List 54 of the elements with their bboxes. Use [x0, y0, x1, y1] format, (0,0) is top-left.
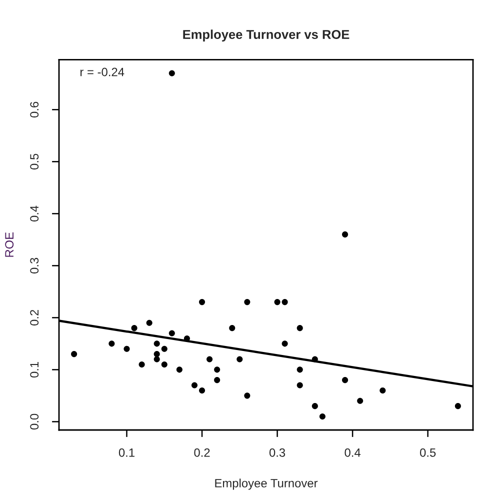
- y-tick-label: 0.3: [30, 258, 39, 274]
- point: [282, 340, 288, 347]
- x-tick-label: 0.3: [269, 448, 286, 457]
- point: [312, 356, 318, 362]
- point: [342, 377, 348, 384]
- point: [312, 403, 318, 410]
- x-axis-title: Employee Turnover: [215, 478, 318, 490]
- point: [168, 330, 175, 336]
- point: [319, 413, 326, 420]
- x-tick-label: 0.5: [420, 448, 436, 457]
- point: [124, 346, 130, 352]
- point: [176, 366, 182, 373]
- point: [198, 299, 206, 306]
- point: [214, 366, 220, 373]
- point: [154, 340, 160, 347]
- point: [161, 361, 168, 368]
- point: [198, 387, 206, 394]
- x-tick-label: 0.1: [118, 448, 134, 457]
- point: [191, 382, 198, 388]
- point: [236, 356, 243, 362]
- point: [357, 398, 364, 404]
- y-axis-title: ROE: [5, 232, 14, 257]
- y-tick-label: 0.1: [30, 362, 39, 378]
- annotation: r = -0.24: [80, 68, 124, 76]
- point: [296, 382, 303, 388]
- point: [154, 351, 160, 358]
- point: [206, 356, 213, 362]
- x-tick-label: 0.4: [344, 448, 361, 457]
- point: [454, 403, 461, 410]
- point: [108, 340, 115, 347]
- y-tick-label: 0.5: [30, 154, 39, 170]
- point: [154, 356, 160, 362]
- point: [282, 299, 288, 306]
- point: [131, 325, 138, 332]
- point: [380, 387, 386, 394]
- y-tick-label: 0.0: [30, 414, 39, 430]
- chart-title: Employee Turnover vs ROE: [183, 30, 350, 42]
- point: [229, 325, 236, 332]
- point: [244, 299, 250, 306]
- point: [342, 231, 348, 238]
- point: [214, 377, 220, 384]
- y-tick-label: 0.6: [30, 102, 39, 118]
- point: [296, 366, 303, 373]
- point: [244, 392, 250, 399]
- point: [71, 351, 78, 358]
- x-tick-label: 0.2: [194, 448, 210, 457]
- point: [138, 361, 145, 368]
- y-tick-label: 0.2: [30, 310, 39, 326]
- point: [296, 325, 303, 332]
- y-tick-label: 0.4: [30, 206, 39, 222]
- point: [146, 320, 152, 326]
- point: [168, 70, 175, 76]
- point: [274, 299, 280, 306]
- point: [161, 346, 168, 352]
